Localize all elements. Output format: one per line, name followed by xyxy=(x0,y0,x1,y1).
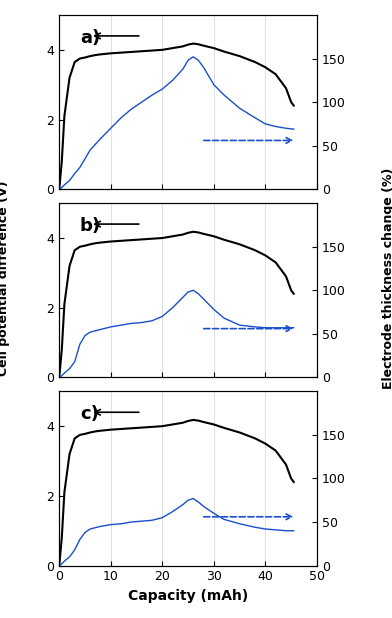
Text: c): c) xyxy=(80,405,99,423)
Text: a): a) xyxy=(80,29,100,47)
X-axis label: Capacity (mAh): Capacity (mAh) xyxy=(128,589,248,603)
Text: b): b) xyxy=(80,217,101,235)
Text: Cell potential difference (V): Cell potential difference (V) xyxy=(0,180,11,376)
Text: Electrode thickness change (%): Electrode thickness change (%) xyxy=(381,167,392,389)
